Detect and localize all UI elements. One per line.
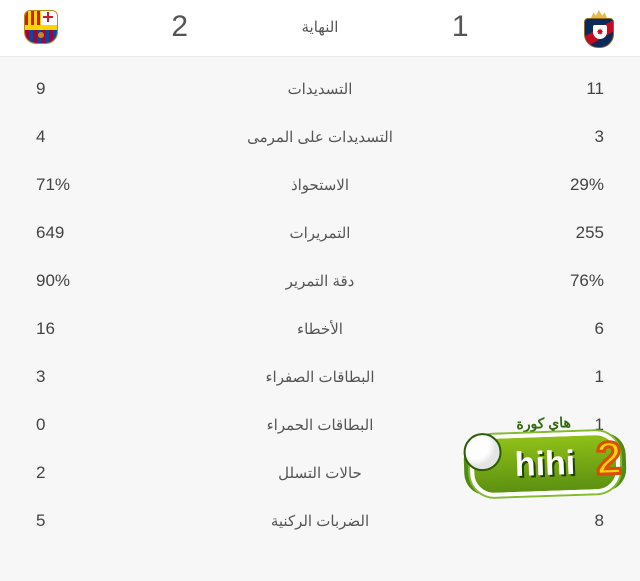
stat-row: 9التسديدات11 (0, 65, 640, 113)
stat-label: البطاقات الصفراء (116, 368, 524, 386)
stat-label: حالات التسلل (116, 464, 524, 482)
stat-home-value: 649 (36, 223, 116, 243)
stat-label: دقة التمرير (116, 272, 524, 290)
home-score: 2 (171, 10, 188, 44)
stat-away-value: 11 (524, 79, 604, 99)
stat-row: 649التمريرات255 (0, 209, 640, 257)
stat-label: التمريرات (116, 224, 524, 242)
stat-row: 16الأخطاء6 (0, 305, 640, 353)
stat-label: البطاقات الحمراء (116, 416, 524, 434)
stat-home-value: 3 (36, 367, 116, 387)
stat-home-value: 0 (36, 415, 116, 435)
stat-away-value: 1 (524, 367, 604, 387)
watermark-number: 2 (595, 430, 622, 485)
stat-label: الضربات الركنية (116, 512, 524, 530)
stat-away-value: 6 (524, 319, 604, 339)
stat-away-value: 255 (524, 223, 604, 243)
away-team-crest: ✸ (582, 10, 616, 44)
stat-away-value: 8 (524, 511, 604, 531)
stat-label: الأخطاء (116, 320, 524, 338)
stat-row: 5الضربات الركنية8 (0, 497, 640, 545)
stat-home-value: 9 (36, 79, 116, 99)
stat-home-value: 71% (36, 175, 116, 195)
score-header: 2 النهاية 1 ✸ (0, 0, 640, 57)
stat-away-value: 3 (524, 127, 604, 147)
away-score: 1 (452, 10, 469, 44)
stat-row: 90%دقة التمرير76% (0, 257, 640, 305)
watermark: هاي كورة hihi 2 (469, 430, 621, 497)
match-status: النهاية (302, 18, 339, 36)
stat-row: 71%الاستحواذ29% (0, 161, 640, 209)
stat-row: 3البطاقات الصفراء1 (0, 353, 640, 401)
stat-label: التسديدات على المرمى (116, 128, 524, 146)
stat-home-value: 16 (36, 319, 116, 339)
stat-away-value: 29% (524, 175, 604, 195)
stat-home-value: 5 (36, 511, 116, 531)
stat-label: الاستحواذ (116, 176, 524, 194)
stat-home-value: 2 (36, 463, 116, 483)
stat-away-value: 76% (524, 271, 604, 291)
stat-row: 4التسديدات على المرمى3 (0, 113, 640, 161)
stat-home-value: 90% (36, 271, 116, 291)
home-team-crest (24, 10, 58, 44)
stat-label: التسديدات (116, 80, 524, 98)
stat-home-value: 4 (36, 127, 116, 147)
